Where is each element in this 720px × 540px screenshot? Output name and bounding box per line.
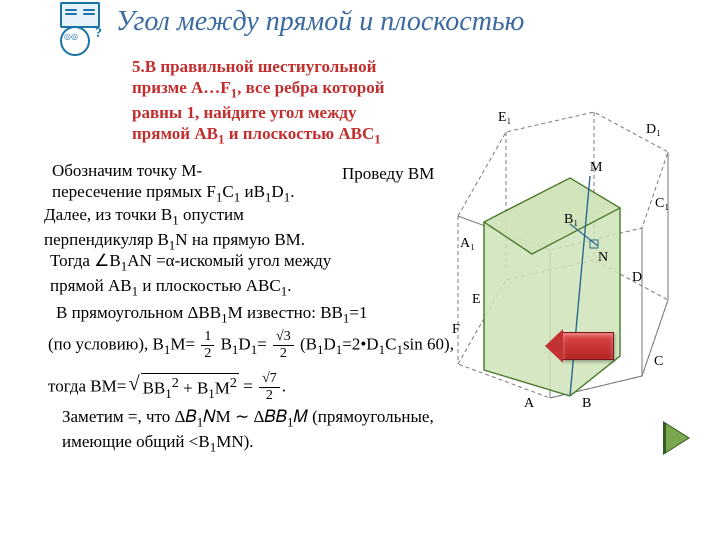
highlight-arrow-icon [562,332,614,360]
problem-line-4: прямой AB1 и плоскостью ABC1 [132,124,381,143]
next-button[interactable] [666,424,688,452]
label-a: A [524,396,534,412]
label-a1: A₁ [460,236,475,252]
step-dalee: Далее, из точки B1 опустим перпендикуляр… [44,204,414,255]
reader-icon [58,2,108,56]
step-m: Обозначим точку М- пересечение прямых F1… [52,160,352,206]
label-e: E [472,292,481,308]
label-b: B [582,396,591,412]
slide: Угол между прямой и плоскостью 5.В прави… [0,0,720,540]
label-e1: E₁ [498,110,511,126]
label-d: D [632,270,642,286]
problem-line-3: равны 1, найдите угол между [132,103,357,122]
label-d1: D₁ [646,122,661,138]
step-bb1m: В прямоугольном ΔBB1M известно: BB1=1 [56,302,476,327]
problem-line-2: призме A…F1, все ребра которой [132,78,385,97]
label-f: F [452,322,460,338]
problem-line-1: 5.В правильной шестиугольной [132,57,376,76]
label-c1: C₁ [655,196,669,212]
step-togda: Тогда ∠B1AN =α-искомый угол между прямой… [50,250,440,301]
label-c: C [654,354,663,370]
slide-title: Угол между прямой и плоскостью [116,6,524,38]
prism-diagram: E₁ D₁ M C₁ B₁ A₁ N D E F C A B [420,96,700,426]
problem-text: 5.В правильной шестиугольной призме A…F1… [132,56,432,148]
label-m: M [590,160,602,176]
label-n: N [598,250,608,266]
label-b1: B₁ [564,212,578,228]
